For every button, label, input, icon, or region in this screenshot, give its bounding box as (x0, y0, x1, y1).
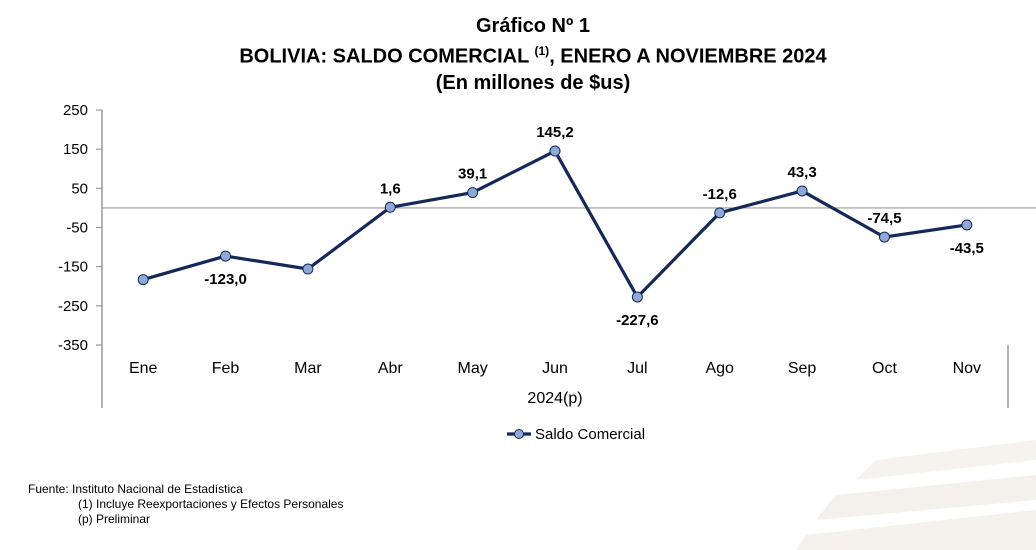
data-point (878, 231, 890, 243)
chart-title: Gráfico Nº 1 (475, 15, 590, 37)
legend-marker-sample (514, 429, 524, 439)
chart-units: (En millones de $us) (435, 71, 631, 94)
data-point (714, 207, 726, 219)
y-tick-label: -250 (58, 298, 88, 315)
x-axis-title: 2024(p) (527, 390, 582, 407)
x-tick-label: Sep (788, 360, 817, 377)
series-saldo-comercial (137, 145, 973, 303)
data-label: -227,6 (616, 312, 659, 329)
x-tick-label: Nov (953, 360, 981, 377)
y-tick-label: 50 (71, 180, 88, 197)
x-tick-label: Ago (705, 360, 734, 377)
y-tick-label: 250 (63, 102, 88, 119)
data-labels: -123,0 1,6 39,1 145,2 -227,6 -12,6 43,3 -74,5 -4… (204, 124, 984, 329)
footnote-p: (p) Preliminar (78, 512, 151, 526)
chart-subtitle: BOLIVIA: SALDO COMERCIAL (1), ENERO A NO… (0, 38, 1036, 70)
data-point (796, 185, 808, 197)
data-point (137, 274, 149, 286)
data-point (467, 187, 479, 199)
x-tick-label: Jul (627, 360, 647, 377)
data-label: 145,2 (536, 124, 574, 141)
data-label: -74,5 (867, 210, 901, 227)
legend: Saldo Comercial (507, 426, 645, 443)
x-tick-labels: Ene Feb Mar Abr May Jun Jul Ago Sep Oct Nov (129, 360, 981, 377)
x-tick-label: Oct (872, 360, 897, 377)
data-point (631, 291, 643, 303)
data-label: 43,3 (787, 164, 816, 181)
data-label: 1,6 (380, 180, 401, 197)
x-tick-label: Mar (294, 360, 322, 377)
data-point (220, 250, 232, 262)
source-note: Fuente: Instituto Nacional de Estadístic… (28, 482, 243, 496)
chart-axes (96, 109, 1036, 408)
x-tick-label: May (458, 360, 488, 377)
y-tick-label: 150 (63, 141, 88, 158)
data-label: 39,1 (458, 166, 487, 183)
data-label: -43,5 (950, 240, 984, 257)
data-label: -123,0 (204, 271, 247, 288)
data-point (302, 263, 314, 275)
x-tick-label: Feb (212, 360, 240, 377)
x-tick-label: Abr (378, 360, 404, 377)
chart-title-block: Gráfico Nº 1 BOLIVIA: SALDO COMERCIAL (1… (0, 14, 1036, 96)
decorative-stripes (796, 440, 1036, 550)
x-tick-label: Jun (542, 360, 568, 377)
y-tick-labels: 250 150 50 -50 -150 -250 -350 (58, 102, 88, 354)
subtitle-main: BOLIVIA: SALDO COMERCIAL (239, 45, 535, 68)
subtitle-rest: , ENERO A NOVIEMBRE 2024 (549, 45, 827, 68)
y-tick-label: -350 (58, 337, 88, 354)
data-point (961, 219, 973, 231)
data-label: -12,6 (703, 186, 737, 203)
y-tick-label: -150 (58, 259, 88, 276)
series-line (142, 149, 968, 299)
legend-label: Saldo Comercial (535, 426, 645, 443)
data-point (549, 145, 561, 157)
footnote-1: (1) Incluye Reexportaciones y Efectos Pe… (78, 497, 344, 511)
footnotes: Fuente: Instituto Nacional de Estadístic… (28, 482, 343, 527)
y-tick-label: -50 (66, 220, 88, 237)
data-point (384, 201, 396, 213)
x-tick-label: Ene (129, 360, 158, 377)
x-axis-title-group: 2024(p) (527, 390, 582, 407)
subtitle-footnote-ref: (1) (534, 44, 550, 58)
